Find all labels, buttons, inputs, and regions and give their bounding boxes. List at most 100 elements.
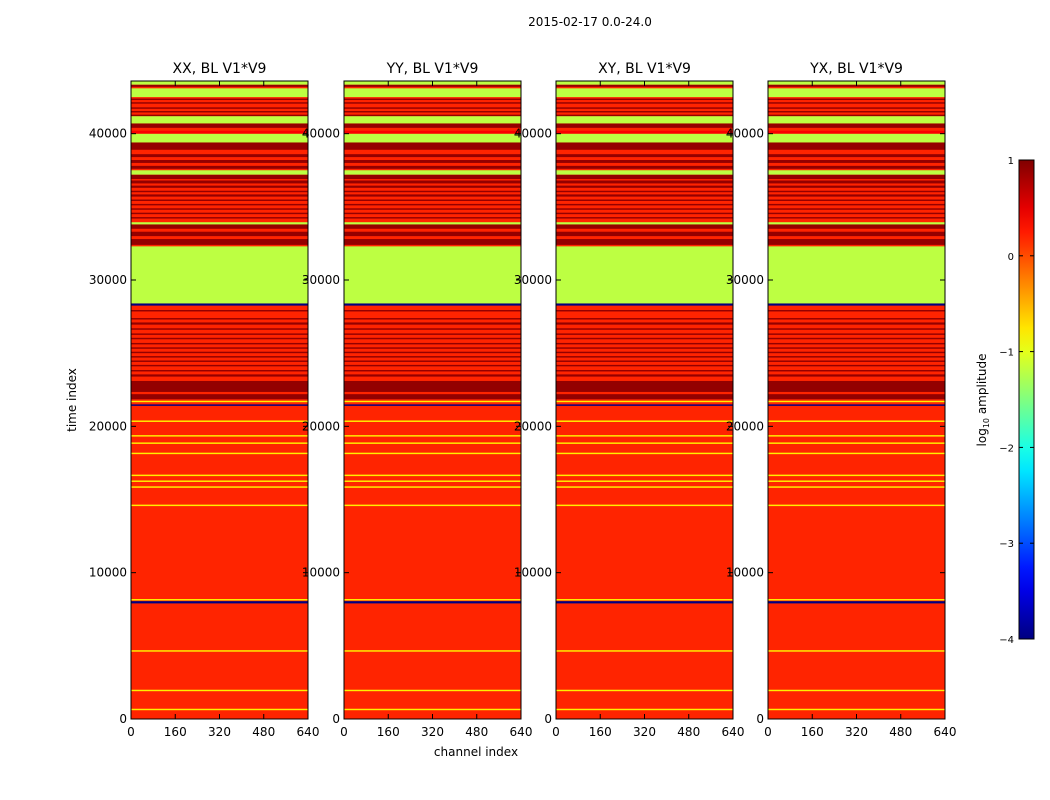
heatmap-band — [556, 599, 733, 601]
heatmap-band — [131, 123, 308, 128]
heatmap-band — [768, 199, 945, 201]
heatmap-band — [768, 190, 945, 193]
heatmap-band — [131, 404, 308, 406]
heatmap-band — [768, 165, 945, 169]
y-tick-label: 10000 — [726, 566, 764, 580]
heatmap-band — [131, 318, 308, 320]
heatmap-band — [131, 98, 308, 101]
heatmap-band — [344, 474, 521, 477]
y-tick-label: 40000 — [89, 127, 127, 141]
x-tick-label: 320 — [208, 725, 231, 739]
x-tick-label: 480 — [677, 725, 700, 739]
y-tick-label: 30000 — [302, 273, 340, 287]
heatmap-band — [768, 154, 945, 158]
heatmap-band — [556, 333, 733, 335]
heatmap-band — [556, 174, 733, 180]
heatmap-band — [131, 231, 308, 237]
heatmap-band — [556, 328, 733, 330]
x-tick-label: 160 — [589, 725, 612, 739]
heatmap-band — [556, 170, 733, 175]
heatmap-band — [768, 123, 945, 128]
heatmap-band — [131, 110, 308, 113]
heatmap-band — [768, 400, 945, 403]
heatmap-band — [556, 239, 733, 245]
x-tick-label: 480 — [252, 725, 275, 739]
heatmap-band — [556, 318, 733, 320]
heatmap-band — [768, 116, 945, 124]
heatmap-band — [768, 486, 945, 488]
heatmap-band — [344, 400, 521, 403]
heatmap-band — [131, 356, 308, 358]
heatmap-band — [344, 231, 521, 237]
y-tick-label: 30000 — [726, 273, 764, 287]
panels: XX, BL V1*V9 0 160 320 480 640 0 10000 20000 3000… — [89, 61, 957, 739]
heatmap-band — [131, 400, 308, 403]
heatmap-band — [344, 194, 521, 197]
heatmap-band — [131, 203, 308, 206]
x-tick-label: 320 — [421, 725, 444, 739]
heatmap-band — [131, 133, 308, 143]
heatmap-band — [344, 133, 521, 143]
heatmap-band — [556, 486, 733, 488]
heatmap-band — [556, 224, 733, 229]
heatmap-band — [344, 351, 521, 354]
heatmap-band — [344, 480, 521, 482]
heatmap-band — [344, 142, 521, 150]
heatmap-band — [344, 222, 521, 225]
heatmap-band — [131, 142, 308, 150]
heatmap-band — [556, 208, 733, 210]
x-tick-label: 320 — [845, 725, 868, 739]
panel-title: XX, BL V1*V9 — [173, 61, 267, 77]
heatmap-band — [768, 364, 945, 367]
heatmap-band — [556, 217, 733, 219]
heatmap-band — [556, 601, 733, 604]
heatmap-band — [344, 123, 521, 128]
heatmap-band — [768, 404, 945, 406]
heatmap-band — [768, 142, 945, 150]
heatmap-band — [131, 347, 308, 349]
heatmap-band — [344, 374, 521, 377]
heatmap-band — [131, 351, 308, 354]
heatmap-band — [344, 337, 521, 340]
heatmap-band — [556, 442, 733, 444]
heatmap-band — [768, 133, 945, 143]
heatmap-band — [344, 102, 521, 104]
heatmap-band — [344, 174, 521, 180]
heatmap-band — [131, 689, 308, 692]
heatmap-band — [131, 116, 308, 124]
heatmap-band — [556, 185, 733, 188]
y-tick-label: 20000 — [514, 419, 552, 433]
y-tick-label: 20000 — [302, 419, 340, 433]
heatmap-band — [131, 194, 308, 197]
x-tick-label: 160 — [377, 725, 400, 739]
heatmap-band — [556, 102, 733, 104]
heatmap-band — [131, 199, 308, 201]
heatmap-band — [344, 360, 521, 362]
heatmap-band — [556, 199, 733, 201]
heatmap-band — [344, 356, 521, 358]
heatmap-band — [344, 318, 521, 320]
y-tick-label: 0 — [119, 712, 127, 726]
heatmap-band — [131, 88, 308, 98]
x-tick-label: 0 — [127, 725, 135, 739]
heatmap-band — [556, 190, 733, 193]
heatmap-band — [344, 347, 521, 349]
heatmap-band — [768, 170, 945, 175]
heatmap-band — [131, 107, 308, 109]
colorbar-tick-label: 0 — [1008, 252, 1014, 263]
heatmap-band — [131, 380, 308, 392]
heatmap-band — [131, 364, 308, 367]
y-tick-label: 40000 — [726, 127, 764, 141]
heatmap-band — [556, 133, 733, 143]
heatmap-band — [768, 224, 945, 229]
heatmap-band — [131, 370, 308, 372]
heatmap-band — [768, 380, 945, 392]
heatmap-band — [768, 217, 945, 219]
heatmap-band — [768, 394, 945, 400]
heatmap-band — [131, 208, 308, 210]
heatmap-band — [768, 185, 945, 188]
heatmap-band — [556, 110, 733, 113]
heatmap-band — [768, 370, 945, 372]
heatmap-band — [768, 601, 945, 604]
